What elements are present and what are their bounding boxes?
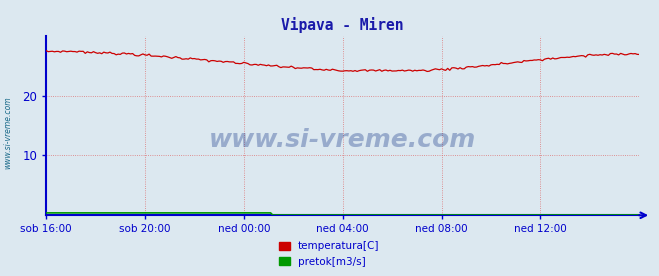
Text: www.si-vreme.com: www.si-vreme.com [209,128,476,152]
Text: www.si-vreme.com: www.si-vreme.com [3,96,13,169]
Legend: temperatura[C], pretok[m3/s]: temperatura[C], pretok[m3/s] [275,237,384,271]
Title: Vipava - Miren: Vipava - Miren [281,17,404,33]
